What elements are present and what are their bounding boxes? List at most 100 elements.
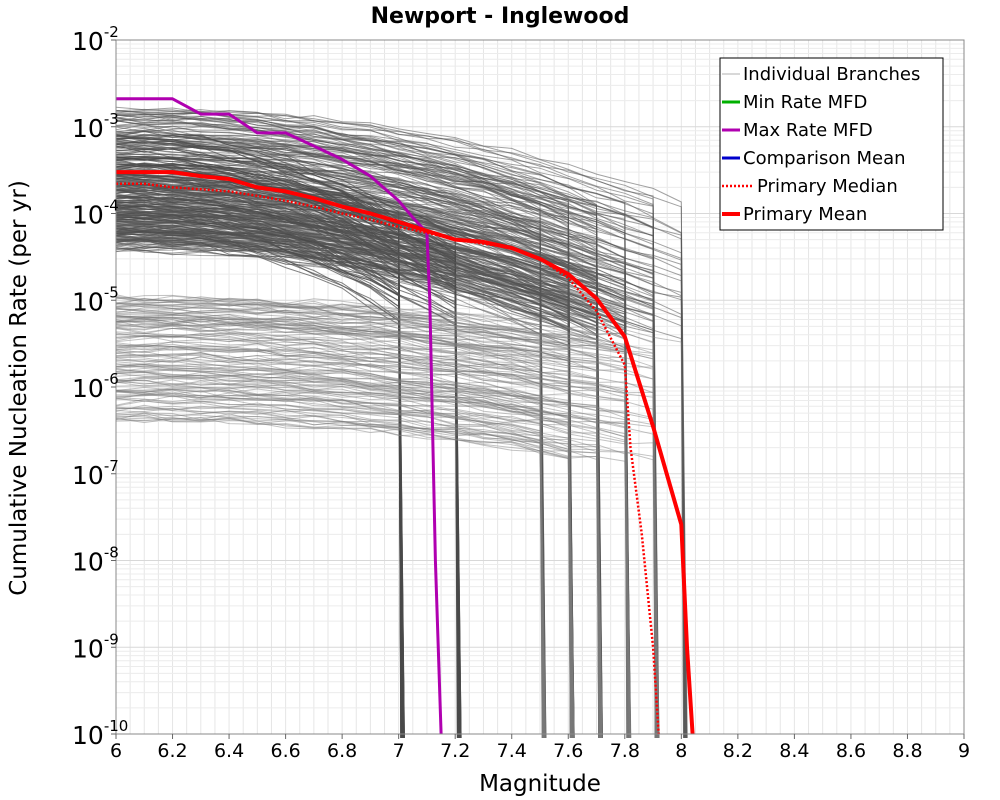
branch-line [115,355,630,739]
branch-line [115,388,546,739]
branch-line [115,345,600,739]
branch-line [115,308,603,739]
branch-line [115,324,603,739]
branch-line [115,383,629,739]
branch-line [115,152,686,739]
series-primary-mean [116,170,695,735]
branch-line [115,381,631,739]
branch-line [115,213,572,739]
branch-line [115,319,545,739]
branch-line [115,415,659,739]
branch-line [115,405,546,739]
branch-line [115,116,574,739]
branch-line [115,212,628,739]
branch-line [115,305,658,739]
x-tick-label: 7.8 [610,740,640,762]
branch-line [115,323,629,739]
branch-line [115,350,543,739]
branch-line [115,365,658,739]
branch-line [115,153,573,739]
branch-line [115,303,545,739]
x-tick-label: 8.2 [723,740,753,762]
branch-line [115,294,600,739]
legend: Individual Branches Min Rate MFD Max Rate … [719,57,944,231]
branch-line [115,334,656,739]
branch-line [115,228,602,739]
branch-line [115,305,628,739]
branch-line [115,395,628,739]
branch-line [115,412,573,739]
branch-line [115,302,574,739]
branch-line [115,235,573,739]
branch-line [115,335,603,739]
branch-line [115,333,545,739]
branch-line [115,303,629,739]
y-tick-label: 10-5 [72,283,119,316]
branch-line [115,314,543,739]
y-tick-label: 10-6 [72,370,119,403]
branch-line [115,406,602,739]
branch-line [115,374,601,739]
branch-line [115,412,601,739]
branch-line [115,363,603,739]
x-tick-label: 8.4 [779,740,809,762]
legend-label-primary-mean: Primary Mean [743,204,867,225]
y-tick-label: 10-3 [72,110,119,143]
branch-line [115,363,574,739]
branch-line [115,194,461,739]
branch-line [115,417,603,739]
branch-line [115,125,547,739]
branch-line [115,390,601,739]
branch-line [115,303,631,739]
x-tick-label: 6.2 [157,740,187,762]
branch-line [115,345,543,739]
branch-line [115,211,600,739]
branch-line [115,319,656,739]
branch-line [115,311,602,739]
branch-line [115,398,602,739]
branch-line [115,354,631,739]
branch-line [115,320,603,739]
branch-line [115,414,603,739]
branch-line [115,348,630,739]
branch-line [115,371,659,739]
x-tick-label: 7.4 [497,740,527,762]
branch-line [115,365,575,739]
branch-line [115,376,573,739]
branch-line [115,352,657,739]
branch-line [115,323,658,739]
branch-line [115,184,603,739]
x-tick-label: 6.8 [327,740,357,762]
branch-line [115,120,603,739]
branch-line [115,405,603,739]
branch-line [115,146,459,739]
branch-line [115,341,602,739]
branch-line [115,377,601,739]
branch-line [115,410,600,739]
branch-line [115,130,403,739]
branch-line [115,319,603,739]
legend-label-primary-median: Primary Median [757,176,898,197]
branch-line [115,126,658,739]
x-axis-ticks: 6 6.2 6.4 6.6 6.8 7 7.2 7.4 7.6 7.8 8 8.2 8.4 8.6 8.8 9 [110,734,970,762]
branch-line [115,391,631,739]
branch-line [115,207,630,739]
branch-line [115,393,630,739]
branch-line [115,318,544,739]
branch-line [115,356,545,739]
branch-line [115,348,631,739]
branch-line [115,316,545,739]
branch-line [115,114,571,739]
branch-line [115,368,572,739]
branch-line [115,346,573,739]
branch-line [115,332,547,739]
branch-line [115,417,631,739]
branch-line [115,371,545,739]
x-tick-label: 8.6 [836,740,866,762]
branch-line [115,386,630,739]
branch-line [115,130,403,739]
branch-line [115,148,658,739]
branch-line [115,314,628,739]
branch-line [115,313,657,739]
x-tick-label: 6 [110,740,122,762]
